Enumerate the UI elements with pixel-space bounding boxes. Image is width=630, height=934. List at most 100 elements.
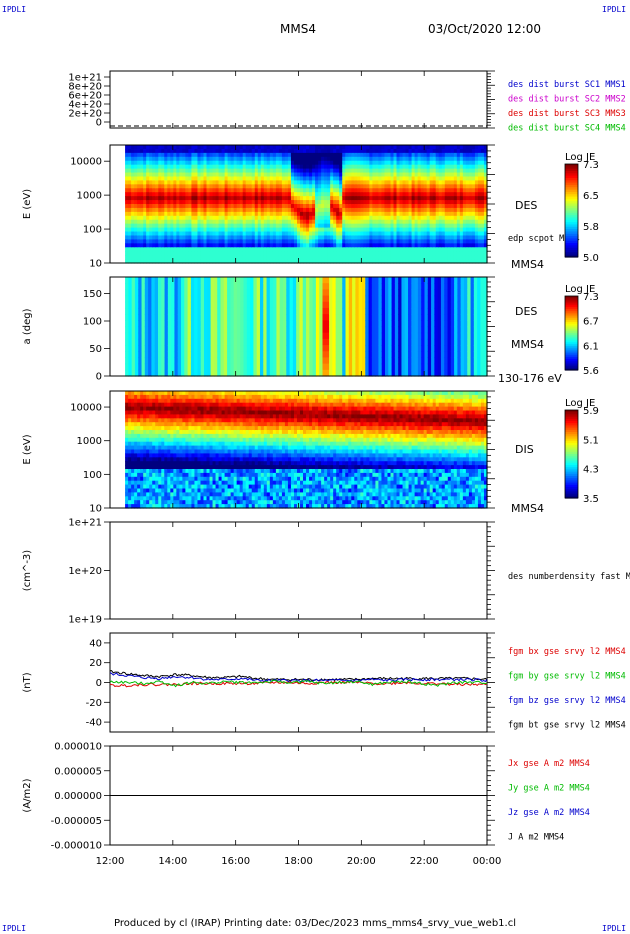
panel2-cell (321, 152, 325, 158)
panel3-cell (368, 307, 373, 315)
panel3-cell (365, 295, 370, 303)
panel2-cell (221, 188, 226, 193)
panel2-cell (200, 160, 205, 166)
panel2-cell (348, 204, 352, 209)
panel2-cell (224, 207, 229, 213)
panel2-cell (354, 243, 358, 248)
panel2-cell (462, 255, 467, 260)
panel2-cell (402, 223, 407, 229)
panel2-cell (459, 156, 464, 162)
panel2-cell (293, 251, 298, 256)
panel2-cell (360, 239, 364, 244)
panel2-cell (152, 227, 156, 233)
panel2-cell (420, 251, 425, 256)
panel2-cell (450, 192, 455, 197)
panel3-cell (256, 345, 261, 352)
panel2-cell (296, 255, 301, 260)
panel2-cell (194, 176, 199, 181)
panel2-cell (248, 152, 253, 158)
panel2-cell (242, 204, 247, 209)
panel3-cell (161, 314, 166, 321)
panel2-cell (381, 251, 386, 256)
panel3-cell (207, 307, 212, 315)
panel3-cell (204, 363, 208, 371)
panel2-cell (134, 223, 138, 229)
panel3-cell (365, 307, 370, 315)
panel3-cell (338, 369, 343, 377)
panel2-cell (167, 231, 171, 237)
panel2-cell (188, 168, 193, 174)
panel2-cell (131, 247, 135, 252)
panel3-cell (306, 277, 310, 284)
panel3-cell (259, 283, 264, 290)
panel2-cell (203, 188, 208, 193)
panel3-cell (279, 345, 284, 352)
panel2-cell (290, 200, 295, 205)
panel2-cell (182, 156, 186, 162)
panel3-cell (194, 314, 199, 321)
panel3-cell (138, 326, 143, 334)
panel2-cell (354, 192, 358, 197)
panel2-cell (269, 176, 274, 181)
panel2-cell (423, 152, 428, 158)
panel2-cell (275, 215, 280, 221)
panel2-cell (128, 239, 132, 244)
panel2-cell (381, 145, 386, 150)
panel2-cell (393, 164, 398, 170)
panel2-cell (173, 160, 177, 166)
panel3-cell (302, 295, 307, 303)
panel2-cell (333, 200, 337, 205)
panel2-cell (239, 247, 244, 252)
panel2-cell (191, 156, 196, 162)
panel3-cell (378, 301, 383, 309)
panel2-cell (459, 239, 464, 244)
panel2-cell (417, 172, 422, 178)
panel2-cell (245, 176, 250, 181)
panel2-cell (152, 196, 156, 201)
panel2-cell (327, 227, 331, 233)
panel2-cell (327, 184, 331, 189)
panel2-cell (363, 196, 367, 201)
panel2-cell (245, 251, 250, 256)
panel2-cell (324, 251, 328, 256)
panel2-cell (462, 196, 467, 201)
panel3-cell (154, 314, 159, 321)
panel3-cell (151, 326, 156, 334)
panel2-cell (324, 243, 328, 248)
panel2-cell (312, 188, 316, 193)
panel3-cell (375, 320, 380, 328)
panel2-cell (173, 259, 177, 264)
panel2-cell (272, 200, 277, 205)
panel2-cell (143, 200, 147, 205)
panel2-cell (164, 239, 168, 244)
panel3-cell (375, 283, 380, 290)
panel3-cell (286, 307, 291, 315)
panel2-cell (333, 231, 337, 237)
panel3-cell (167, 363, 172, 371)
panel3-cell (361, 369, 366, 377)
panel3-cell (335, 301, 340, 309)
panel2-cell (158, 215, 162, 221)
panel3-cell (365, 314, 370, 321)
panel2-cell (447, 227, 452, 233)
panel3-cell (230, 332, 235, 340)
panel2-cell (465, 168, 470, 174)
panel2-cell (390, 160, 395, 166)
panel2-cell (212, 196, 217, 201)
panel3-cell (230, 345, 235, 352)
panel2-cell (218, 160, 223, 166)
panel3-cell (259, 351, 264, 359)
panel2-cell (215, 235, 220, 240)
panel3-cell (128, 314, 133, 321)
panel2-cell (468, 188, 473, 193)
panel2-cell (206, 211, 211, 217)
panel2-cell (402, 219, 407, 225)
panel2-cell (128, 156, 132, 162)
panel2-cell (315, 172, 319, 178)
panel2-cell (327, 239, 331, 244)
panel3-cell (266, 357, 271, 365)
panel2-cell (345, 227, 349, 233)
panel2-cell (227, 207, 232, 213)
panel2-cell (369, 219, 373, 225)
panel2-cell (194, 207, 199, 213)
